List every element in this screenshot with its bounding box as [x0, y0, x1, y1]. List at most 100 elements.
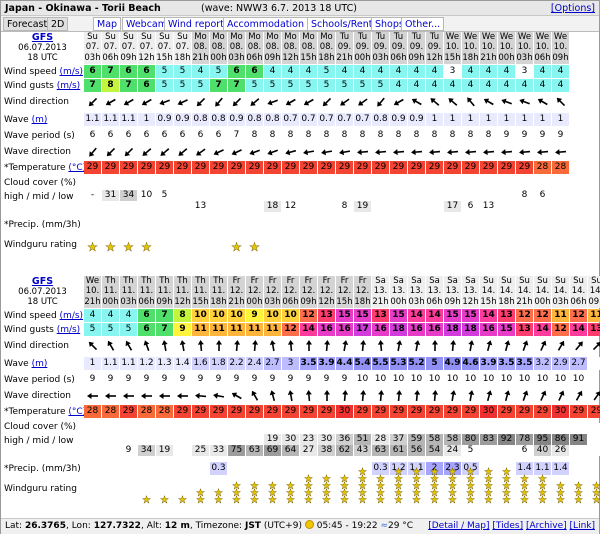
cloud-mid-cell	[480, 190, 497, 201]
wave-period-cell: 6	[143, 130, 150, 140]
wind-gusts-unit-link[interactable]: (m/s)	[56, 325, 81, 335]
wave-height-cell: 0.9	[390, 113, 407, 126]
rating-star-icon: ★	[376, 488, 385, 499]
tab-accommodation[interactable]: Accommodation	[223, 17, 308, 31]
wave-model-info: (wave: NWW3 6.7. 2013 18 UTC)	[201, 3, 357, 14]
cloud-low-cell	[300, 201, 317, 212]
wind-gusts-cell: 14	[534, 323, 551, 336]
temperature-cell: 28	[138, 405, 155, 418]
wave-period-text: Wave period (s)	[4, 375, 75, 385]
wind-gusts-label: Wind gusts (m/s)	[1, 323, 84, 337]
rating-star-icon: ★	[142, 495, 151, 506]
cloud-high-cell	[516, 179, 533, 190]
tides-link[interactable]: [Tides]	[492, 521, 524, 531]
cloud-high-cell	[390, 423, 407, 434]
wave-period-cell: 8	[377, 130, 384, 140]
wind-gusts-unit-link[interactable]: (m/s)	[56, 81, 81, 91]
cloud-mid-cell: 36	[336, 434, 353, 445]
model-link[interactable]: GFS	[31, 276, 54, 287]
precip-cell	[264, 218, 281, 231]
rating-star-icon: ★	[448, 488, 457, 499]
model-link[interactable]: GFS	[31, 32, 54, 43]
wave-height-cell: 5.2	[408, 357, 425, 370]
wave-height-cell: 3.5	[498, 357, 515, 370]
wind-speed-cell: 4	[102, 309, 119, 322]
wave-direction-arrow-icon	[372, 389, 389, 403]
day-cell: Sa	[372, 276, 389, 286]
wave-direction-arrow-icon	[516, 145, 533, 159]
wind-direction-arrow-icon	[264, 95, 281, 109]
wind-gusts-cell: 5	[354, 79, 371, 92]
tab-other[interactable]: Other...	[401, 17, 445, 31]
hour-cell: 03h	[84, 53, 101, 64]
hour-cell: 06h	[390, 53, 407, 64]
wave-period-label: Wave period (s)	[1, 129, 84, 143]
cloud-mid-cell: 51	[354, 434, 371, 445]
temperature-unit-link[interactable]: (°C)	[68, 407, 87, 417]
cloud-low-cell: 33	[210, 445, 227, 456]
tab-shops[interactable]: Shops	[371, 17, 408, 31]
wind-speed-cell: 5	[156, 65, 173, 78]
wave-period-cell: 10	[374, 374, 387, 384]
wave-period-cell: 8	[359, 130, 366, 140]
tab-forecast[interactable]: Forecast	[3, 17, 52, 31]
date-cell: 14.	[552, 286, 569, 297]
wave-unit-link[interactable]: (m)	[31, 115, 48, 125]
wind-gusts-cell: 7	[120, 79, 137, 92]
temperature-unit-link[interactable]: (°C)	[68, 163, 87, 173]
wave-direction-arrow-icon	[408, 145, 425, 159]
wind-direction-arrow-icon	[498, 95, 515, 109]
temperature-cell: 29	[390, 405, 407, 418]
cloud-high-cell	[318, 179, 335, 190]
options-link[interactable]: [Options]	[550, 3, 595, 14]
wave-unit-link[interactable]: (m)	[31, 359, 48, 369]
precip-cell	[462, 218, 479, 231]
cloud-high-cell	[588, 423, 600, 434]
wind-speed-unit-link[interactable]: (m/s)	[59, 67, 84, 77]
cloud-mid-cell	[552, 190, 569, 201]
link-link[interactable]: [Link]	[569, 521, 595, 531]
day-cell: Tu	[336, 32, 353, 42]
tab-2d[interactable]: 2D	[47, 17, 69, 31]
rating-star-icon: ★	[538, 495, 547, 506]
cloud-low-cell	[498, 201, 515, 212]
wind-direction-arrow-icon	[210, 95, 227, 109]
wind-speed-cell: 10	[210, 309, 227, 322]
precip-cell	[588, 462, 600, 475]
date-cell: 12.	[300, 286, 317, 297]
date-cell: 08.	[300, 42, 317, 53]
rating-text: Windguru rating	[4, 240, 77, 250]
wave-direction-arrow-icon	[408, 389, 425, 403]
rating-star-icon: ★	[502, 467, 511, 478]
cloud-high-cell	[408, 423, 425, 434]
cloud-low-cell	[138, 201, 155, 212]
rating-star-icon: ★	[141, 240, 152, 254]
detail-map-link[interactable]: [Detail / Map]	[428, 521, 490, 531]
date-cell: 13.	[426, 286, 443, 297]
precip-cell	[444, 218, 461, 231]
day-cell: Fr	[246, 276, 263, 286]
day-cell: Tu	[408, 32, 425, 42]
temperature-cell: 29	[228, 405, 245, 418]
wind-speed-cell: 15	[462, 309, 479, 322]
wind-gusts-cell: 5	[282, 79, 299, 92]
rating-star-icon: ★	[556, 495, 565, 506]
cloud-high-cell	[462, 423, 479, 434]
wind-speed-unit-link[interactable]: (m/s)	[59, 311, 84, 321]
date-cell: 10.	[444, 42, 461, 53]
hour-cell: 03h	[120, 297, 137, 308]
rating-star-icon: ★	[304, 481, 313, 492]
cloud-low-cell: 19	[354, 201, 371, 212]
tab-map[interactable]: Map	[93, 17, 122, 31]
precip-cell	[300, 218, 317, 231]
wave-period-cell: 9	[269, 374, 276, 384]
wave-direction-text: Wave direction	[4, 147, 72, 157]
day-cell: Su	[480, 276, 497, 286]
cloud-mid-cell	[246, 190, 263, 201]
rating-star-icon: ★	[394, 467, 403, 478]
wave-height-cell: 3	[282, 357, 299, 370]
wind-gusts-cell: 16	[480, 323, 497, 336]
wind-direction-arrow-icon	[174, 95, 191, 109]
rating-star-icon: ★	[322, 481, 331, 492]
archive-link[interactable]: [Archive]	[525, 521, 567, 531]
